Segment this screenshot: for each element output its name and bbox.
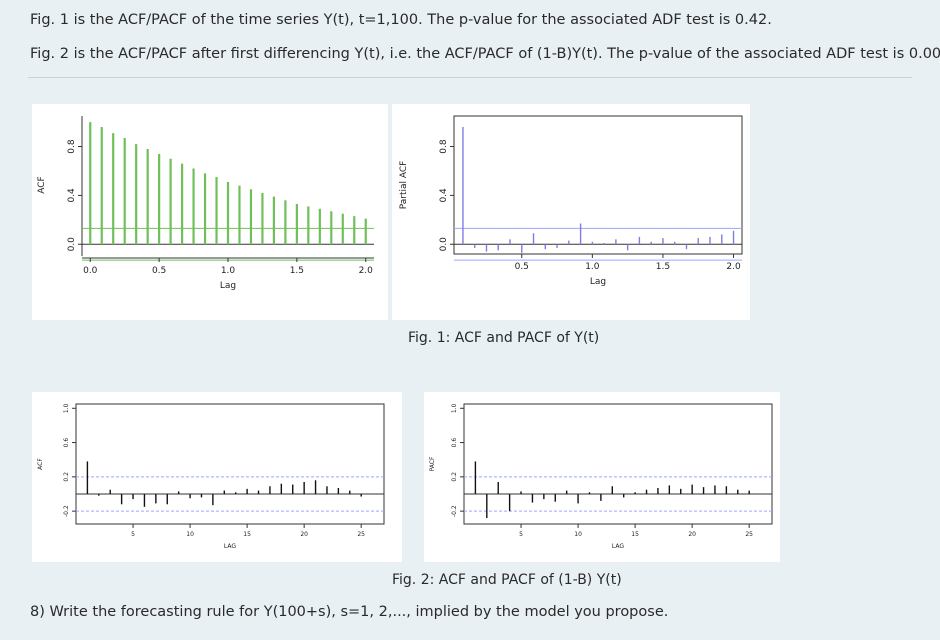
- y-tick-label: 0.0: [67, 237, 77, 252]
- x-tick-label: 15: [631, 531, 639, 538]
- y-tick-label: 0.4: [67, 188, 77, 203]
- x-tick-label: 0.5: [152, 266, 166, 276]
- fig1-pacf-panel: 0.5 1.0 1.5 2.0 0.0 0.4 0.8 Lag Partial ACF: [392, 104, 750, 320]
- fig1-acf-chart: 0.0 0.5 1.0 1.5 2.0 0.0 0.4 0.8 Lag ACF: [37, 116, 374, 291]
- x-axis-label: LAG: [224, 543, 236, 550]
- x-tick-label: 5: [131, 531, 135, 538]
- x-tick-label: 20: [300, 531, 308, 538]
- x-tick-label: 25: [745, 531, 753, 538]
- x-tick-label: 1.0: [585, 262, 600, 272]
- y-tick-label: -0.2: [63, 505, 70, 517]
- y-tick-label: -0.2: [451, 505, 458, 517]
- x-tick-label: 15: [243, 531, 251, 538]
- y-tick-label: 1.0: [63, 403, 70, 413]
- fig2-pacf-panel: 5 10 15 20 25 -0.2 0.2 0.6 1.0 LAG PACF: [424, 392, 780, 562]
- y-tick-label: 0.2: [451, 472, 458, 482]
- x-tick-label: 5: [519, 531, 523, 538]
- y-tick-label: 0.6: [451, 438, 458, 448]
- question-text: 8) Write the forecasting rule for Y(100+…: [30, 604, 669, 620]
- x-tick-label: 10: [574, 531, 582, 538]
- y-axis-label: ACF: [37, 176, 47, 193]
- x-tick-label: 25: [357, 531, 365, 538]
- plot-frame: [453, 115, 743, 255]
- y-tick-label: 0.6: [63, 438, 70, 448]
- y-axis-label: PACF: [429, 456, 436, 471]
- x-axis-label: LAG: [612, 543, 624, 550]
- y-axis-label: Partial ACF: [399, 161, 409, 210]
- y-tick-label: 1.0: [451, 403, 458, 413]
- y-tick-label: 0.8: [439, 139, 449, 154]
- fig1-caption: Fig. 1: ACF and PACF of Y(t): [408, 330, 600, 346]
- x-tick-label: 0.5: [515, 262, 529, 272]
- x-tick-label: 10: [186, 531, 194, 538]
- x-tick-label: 0.0: [83, 266, 98, 276]
- y-tick-label: 0.4: [439, 188, 449, 203]
- y-tick-label: 0.8: [67, 139, 77, 154]
- x-tick-label: 2.0: [359, 266, 374, 276]
- y-axis-label: ACF: [37, 458, 44, 470]
- x-tick-label: 2.0: [726, 262, 741, 272]
- fig2-acf-chart: 5 10 15 20 25 -0.2 0.2 0.6 1.0 LAG ACF: [37, 403, 385, 550]
- fig2-pacf-chart: 5 10 15 20 25 -0.2 0.2 0.6 1.0 LAG PACF: [429, 403, 773, 550]
- y-tick-label: 0.0: [439, 237, 449, 252]
- intro-line-2: Fig. 2 is the ACF/PACF after first diffe…: [30, 46, 940, 62]
- x-axis-label: Lag: [220, 281, 236, 291]
- intro-line-1: Fig. 1 is the ACF/PACF of the time serie…: [30, 12, 772, 28]
- x-tick-label: 1.5: [290, 266, 304, 276]
- plot-frame: [463, 403, 773, 525]
- fig2-acf-panel: 5 10 15 20 25 -0.2 0.2 0.6 1.0 LAG ACF: [32, 392, 402, 562]
- x-tick-label: 1.5: [656, 262, 670, 272]
- divider: [28, 77, 912, 78]
- y-tick-label: 0.2: [63, 472, 70, 482]
- x-tick-label: 20: [688, 531, 696, 538]
- fig1-pacf-chart: 0.5 1.0 1.5 2.0 0.0 0.4 0.8 Lag Partial ACF: [399, 115, 743, 287]
- fig1-acf-panel: 0.0 0.5 1.0 1.5 2.0 0.0 0.4 0.8 Lag ACF: [32, 104, 388, 320]
- x-axis-label: Lag: [590, 277, 606, 287]
- fig2-caption: Fig. 2: ACF and PACF of (1-B) Y(t): [392, 572, 622, 588]
- plot-frame: [75, 403, 385, 525]
- x-tick-label: 1.0: [221, 266, 236, 276]
